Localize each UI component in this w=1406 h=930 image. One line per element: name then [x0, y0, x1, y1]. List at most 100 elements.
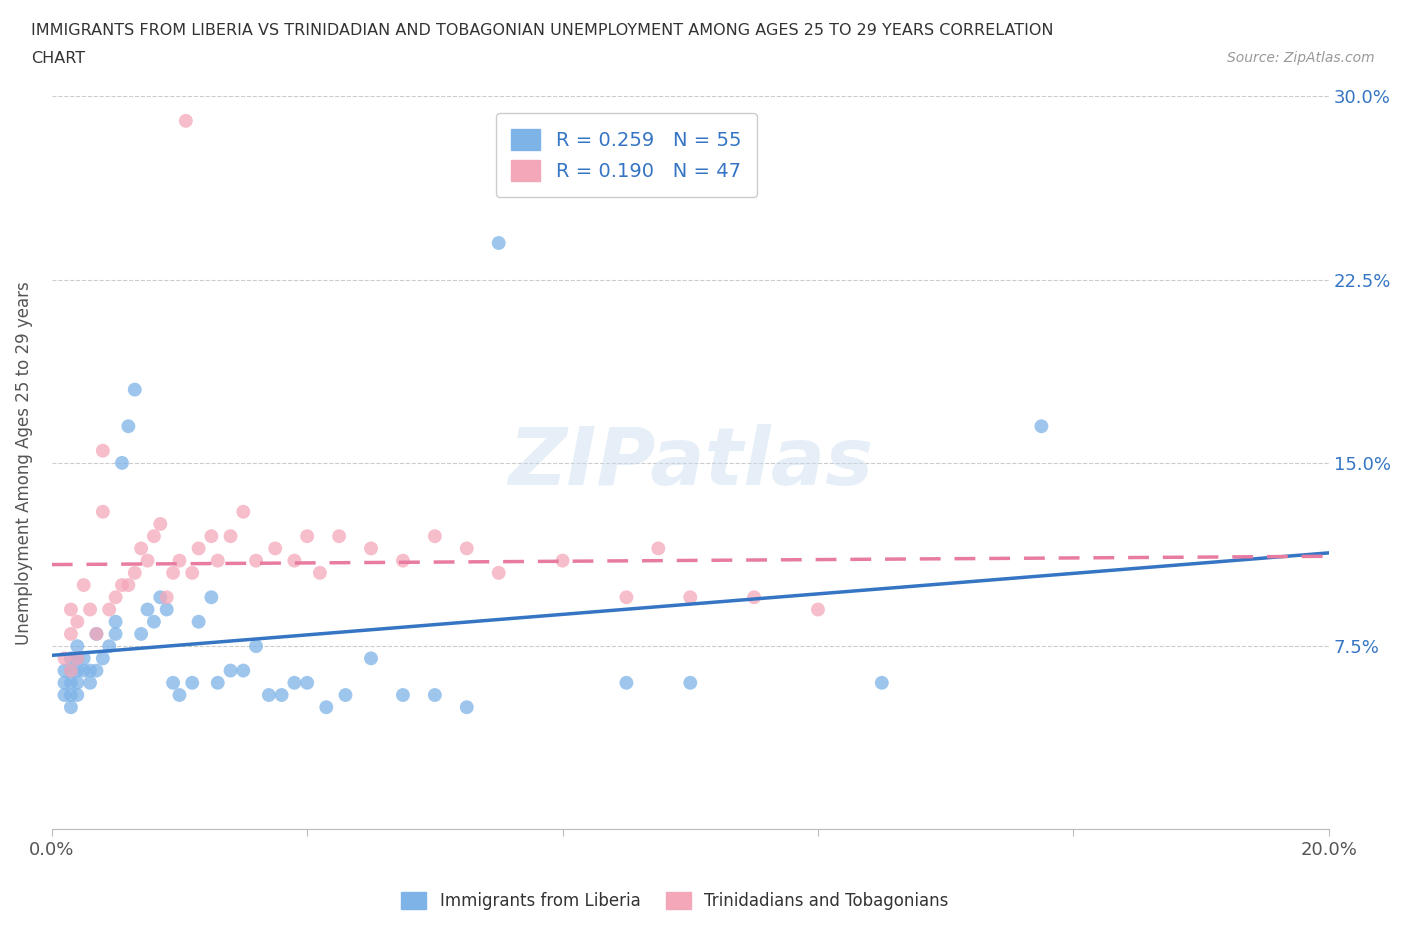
Point — [111, 578, 134, 592]
Point — [124, 382, 146, 397]
Point — [169, 553, 191, 568]
Point — [245, 639, 267, 654]
Point — [162, 565, 184, 580]
Point — [66, 651, 89, 666]
Legend: R = 0.259   N = 55, R = 0.190   N = 47: R = 0.259 N = 55, R = 0.190 N = 47 — [496, 113, 756, 196]
Text: CHART: CHART — [31, 51, 84, 66]
Point — [270, 687, 292, 702]
Point — [232, 663, 254, 678]
Point — [66, 615, 89, 630]
Point — [91, 504, 114, 519]
Point — [315, 699, 337, 714]
Point — [257, 687, 280, 702]
Point — [104, 615, 127, 630]
Point — [200, 590, 222, 604]
Y-axis label: Unemployment Among Ages 25 to 29 years: Unemployment Among Ages 25 to 29 years — [15, 281, 32, 644]
Text: ZIPatlas: ZIPatlas — [508, 424, 873, 502]
Point — [104, 590, 127, 604]
Point — [86, 627, 108, 642]
Point — [73, 651, 96, 666]
Point — [616, 590, 638, 604]
Point — [181, 565, 204, 580]
Point — [870, 675, 893, 690]
Point — [392, 687, 415, 702]
Point — [200, 529, 222, 544]
Point — [59, 602, 82, 617]
Point — [456, 541, 478, 556]
Point — [59, 699, 82, 714]
Point — [66, 651, 89, 666]
Point — [79, 675, 101, 690]
Point — [91, 651, 114, 666]
Text: IMMIGRANTS FROM LIBERIA VS TRINIDADIAN AND TOBAGONIAN UNEMPLOYMENT AMONG AGES 25: IMMIGRANTS FROM LIBERIA VS TRINIDADIAN A… — [31, 23, 1053, 38]
Point — [98, 639, 121, 654]
Point — [335, 687, 357, 702]
Point — [295, 675, 318, 690]
Point — [79, 663, 101, 678]
Point — [309, 565, 332, 580]
Legend: Immigrants from Liberia, Trinidadians and Tobagonians: Immigrants from Liberia, Trinidadians an… — [395, 885, 955, 917]
Point — [124, 565, 146, 580]
Point — [59, 663, 82, 678]
Point — [219, 663, 242, 678]
Point — [59, 627, 82, 642]
Point — [207, 675, 229, 690]
Point — [86, 627, 108, 642]
Point — [73, 663, 96, 678]
Point — [264, 541, 287, 556]
Point — [129, 541, 152, 556]
Point — [66, 675, 89, 690]
Point — [187, 615, 209, 630]
Point — [245, 553, 267, 568]
Point — [136, 602, 159, 617]
Point — [142, 529, 165, 544]
Point — [59, 687, 82, 702]
Point — [136, 553, 159, 568]
Point — [742, 590, 765, 604]
Point — [551, 553, 574, 568]
Point — [66, 687, 89, 702]
Point — [162, 675, 184, 690]
Point — [219, 529, 242, 544]
Point — [328, 529, 350, 544]
Point — [111, 456, 134, 471]
Point — [169, 687, 191, 702]
Point — [59, 675, 82, 690]
Point — [79, 602, 101, 617]
Point — [156, 590, 179, 604]
Point — [59, 663, 82, 678]
Point — [616, 675, 638, 690]
Point — [392, 553, 415, 568]
Point — [283, 675, 305, 690]
Point — [149, 516, 172, 531]
Point — [207, 553, 229, 568]
Point — [360, 541, 382, 556]
Point — [187, 541, 209, 556]
Point — [423, 529, 446, 544]
Point — [98, 602, 121, 617]
Point — [104, 627, 127, 642]
Point — [423, 687, 446, 702]
Point — [807, 602, 830, 617]
Point — [91, 444, 114, 458]
Point — [53, 675, 76, 690]
Point — [66, 663, 89, 678]
Point — [59, 651, 82, 666]
Point — [181, 675, 204, 690]
Point — [283, 553, 305, 568]
Point — [488, 235, 510, 250]
Point — [174, 113, 197, 128]
Point — [73, 578, 96, 592]
Point — [679, 590, 702, 604]
Point — [129, 627, 152, 642]
Point — [117, 578, 139, 592]
Point — [149, 590, 172, 604]
Point — [456, 699, 478, 714]
Point — [295, 529, 318, 544]
Point — [360, 651, 382, 666]
Point — [679, 675, 702, 690]
Point — [156, 602, 179, 617]
Text: Source: ZipAtlas.com: Source: ZipAtlas.com — [1227, 51, 1375, 65]
Point — [66, 639, 89, 654]
Point — [117, 418, 139, 433]
